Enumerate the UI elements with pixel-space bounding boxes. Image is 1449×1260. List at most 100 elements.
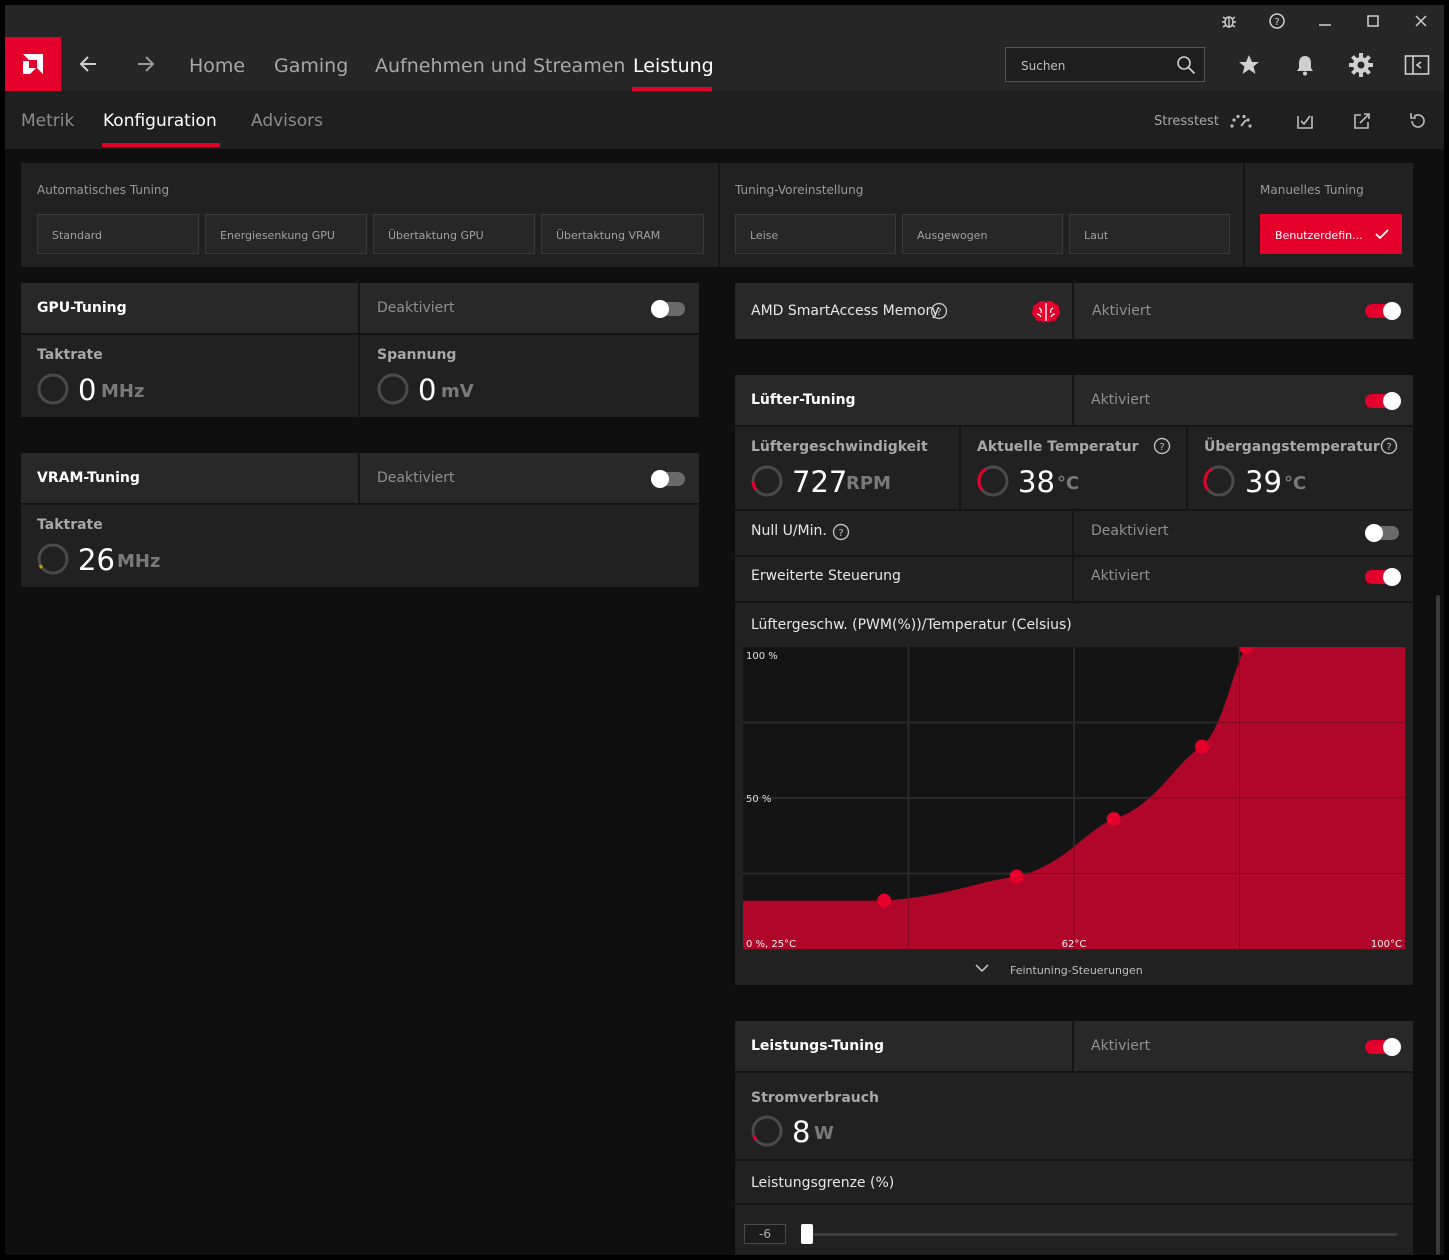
fan-speed-unit: RPM (846, 473, 891, 494)
zero-rpm-label: Null U/Min. (751, 523, 827, 539)
power-tuning-toggle[interactable] (1365, 1038, 1401, 1056)
fan-curve-point-2[interactable] (1009, 869, 1024, 884)
divider (1072, 283, 1074, 339)
divider (358, 453, 360, 503)
power-limit-slider-thumb[interactable] (801, 1224, 813, 1244)
y-tick-label-100: 100 % (746, 651, 778, 662)
vram-tuning-toggle[interactable] (651, 470, 685, 488)
preset-quiet-button[interactable]: Leise (735, 214, 896, 254)
junction-temp-gauge-icon (1203, 465, 1235, 497)
advanced-control-toggle[interactable] (1365, 568, 1401, 586)
nav-gaming[interactable]: Gaming (274, 55, 349, 77)
preset-custom-button[interactable]: Benutzerdefin... (1260, 214, 1402, 254)
preset-overclock-gpu-button[interactable]: Übertaktung GPU (373, 214, 535, 254)
smart-access-panel: AMD SmartAccess Memory ? Aktiviert (735, 283, 1413, 339)
svg-text:?: ? (1159, 442, 1164, 453)
smart-access-title: AMD SmartAccess Memory (751, 303, 940, 319)
forward-arrow-icon[interactable] (131, 50, 159, 78)
smart-access-toggle[interactable] (1365, 302, 1401, 320)
help-icon[interactable]: ? (1380, 437, 1398, 455)
gpu-clock-label: Taktrate (37, 347, 103, 363)
nav-home[interactable]: Home (189, 55, 246, 77)
preset-balanced-button[interactable]: Ausgewogen (902, 214, 1063, 254)
divider (718, 163, 720, 267)
fan-tuning-title: Lüfter-Tuning (751, 392, 856, 408)
junction-temp-label: Übergangstemperatur (1204, 439, 1380, 455)
export-icon[interactable] (1350, 109, 1374, 133)
fan-curve-area (743, 647, 1405, 949)
star-icon[interactable] (1234, 50, 1264, 80)
gauge-icon[interactable] (1229, 109, 1253, 133)
fan-tuning-state: Aktiviert (1091, 392, 1151, 408)
search-box[interactable]: Suchen (1005, 47, 1205, 82)
preset-custom-label: Benutzerdefin... (1275, 229, 1363, 242)
gear-icon[interactable] (1346, 50, 1376, 80)
junction-temp-unit: °C (1284, 473, 1307, 494)
fan-curve-svg[interactable]: 100 % 50 % 0 %, 25°C 62°C 100°C (743, 640, 1405, 950)
preset-standard-button[interactable]: Standard (37, 214, 199, 254)
fan-curve-title: Lüftergeschw. (PWM(%))/Temperatur (Celsi… (751, 617, 1072, 633)
divider (959, 425, 961, 509)
bug-icon[interactable] (1215, 9, 1243, 33)
amd-logo[interactable] (5, 37, 61, 91)
y-tick-label-50: 50 % (746, 794, 771, 805)
x-tick-label-min: 0 %, 25°C (746, 939, 796, 949)
search-input[interactable]: Suchen (1021, 59, 1066, 73)
gpu-tuning-header (21, 283, 699, 333)
help-icon[interactable]: ? (930, 302, 948, 320)
bell-icon[interactable] (1290, 50, 1320, 80)
preset-undervolt-gpu-button[interactable]: Energiesenkung GPU (205, 214, 367, 254)
fan-tuning-toggle[interactable] (1365, 392, 1401, 410)
current-temp-unit: °C (1057, 473, 1080, 494)
import-icon[interactable] (1293, 109, 1317, 133)
divider (735, 1159, 1413, 1161)
preset-loud-button[interactable]: Laut (1069, 214, 1230, 254)
divider (21, 503, 699, 505)
scrollbar[interactable] (1436, 595, 1440, 1255)
fan-tuning-panel: Lüfter-Tuning Aktiviert Lüftergeschwindi… (735, 375, 1413, 985)
preset-overclock-vram-button[interactable]: Übertaktung VRAM (541, 214, 704, 254)
divider (735, 1203, 1413, 1205)
vram-tuning-state: Deaktiviert (377, 470, 455, 486)
power-limit-slider-track[interactable] (801, 1233, 1397, 1236)
x-tick-label-max: 100°C (1371, 939, 1402, 949)
power-limit-input[interactable]: -6 (744, 1224, 786, 1244)
help-icon[interactable]: ? (1263, 9, 1291, 33)
reset-icon[interactable] (1405, 109, 1429, 133)
help-icon[interactable]: ? (832, 523, 850, 541)
maximize-icon[interactable] (1359, 9, 1387, 33)
gpu-voltage-label: Spannung (377, 347, 457, 363)
stress-test-label[interactable]: Stresstest (1154, 114, 1219, 129)
back-arrow-icon[interactable] (75, 50, 103, 78)
fine-tuning-toggle[interactable]: Feintuning-Steuerungen (1010, 964, 1143, 977)
tab-advisors[interactable]: Advisors (251, 111, 324, 131)
app-window: ? Home Gaming Aufnehmen und Streamen Lei… (5, 5, 1444, 1255)
advanced-control-state: Aktiviert (1091, 568, 1151, 584)
power-limit-label: Leistungsgrenze (%) (751, 1175, 895, 1191)
divider (1072, 375, 1074, 425)
chevron-down-icon[interactable] (975, 963, 989, 973)
minimize-icon[interactable] (1311, 9, 1339, 33)
fan-curve-point-4[interactable] (1194, 739, 1209, 754)
gpu-voltage-unit: mV (441, 381, 474, 402)
gpu-voltage-gauge-icon (377, 373, 409, 405)
power-tuning-state: Aktiviert (1091, 1038, 1151, 1054)
gpu-tuning-toggle[interactable] (651, 300, 685, 318)
x-tick-label-mid: 62°C (1062, 939, 1087, 949)
fan-curve-point-1[interactable] (877, 893, 892, 908)
tab-metrics[interactable]: Metrik (21, 111, 75, 131)
fan-curve-chart[interactable]: 100 % 50 % 0 %, 25°C 62°C 100°C (743, 640, 1405, 950)
junction-temp-value: 39 (1245, 465, 1282, 499)
divider (21, 333, 699, 335)
help-icon[interactable]: ? (1153, 437, 1171, 455)
gpu-tuning-state: Deaktiviert (377, 300, 455, 316)
nav-performance[interactable]: Leistung (633, 55, 714, 77)
zero-rpm-toggle[interactable] (1365, 524, 1399, 542)
close-icon[interactable] (1407, 9, 1435, 33)
search-icon[interactable] (1176, 55, 1196, 79)
tab-configuration[interactable]: Konfiguration (103, 111, 217, 131)
nav-recording[interactable]: Aufnehmen und Streamen (375, 55, 626, 77)
sidebar-icon[interactable] (1402, 50, 1432, 80)
fan-curve-point-3[interactable] (1106, 812, 1121, 827)
gpu-voltage-value: 0 (418, 373, 437, 407)
